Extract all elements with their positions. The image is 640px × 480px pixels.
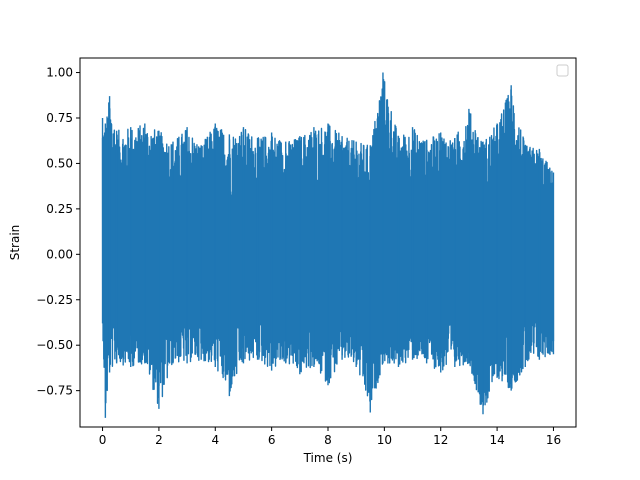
plot-layer	[101, 72, 555, 418]
x-tick-label: 2	[155, 433, 163, 447]
y-tick-label: 0.25	[46, 202, 73, 216]
y-axis-label: Strain	[8, 225, 22, 261]
y-tick-label: 0.00	[46, 247, 73, 261]
x-tick-label: 4	[211, 433, 219, 447]
x-tick-label: 12	[433, 433, 448, 447]
y-tick-label: −0.50	[36, 338, 73, 352]
y-tick-label: 0.50	[46, 156, 73, 170]
legend-box	[556, 64, 569, 77]
y-tick-label: −0.75	[36, 384, 73, 398]
axes-layer: 0 2 4 6 8 10 12 14 16 −0.75 −0.50 −0.25 0.00 0.25 0.50…	[36, 57, 577, 447]
x-tick-label: 8	[324, 433, 332, 447]
x-tick-label: 10	[377, 433, 392, 447]
x-axis-label: Time (s)	[303, 451, 353, 465]
y-tick-label: 0.75	[46, 111, 73, 125]
y-tick-label: 1.00	[46, 66, 73, 80]
x-tick-label: 16	[546, 433, 561, 447]
x-tick-label: 0	[99, 433, 107, 447]
x-tick-label: 14	[489, 433, 504, 447]
y-tick-label: −0.25	[36, 293, 73, 307]
x-tick-label: 6	[268, 433, 276, 447]
